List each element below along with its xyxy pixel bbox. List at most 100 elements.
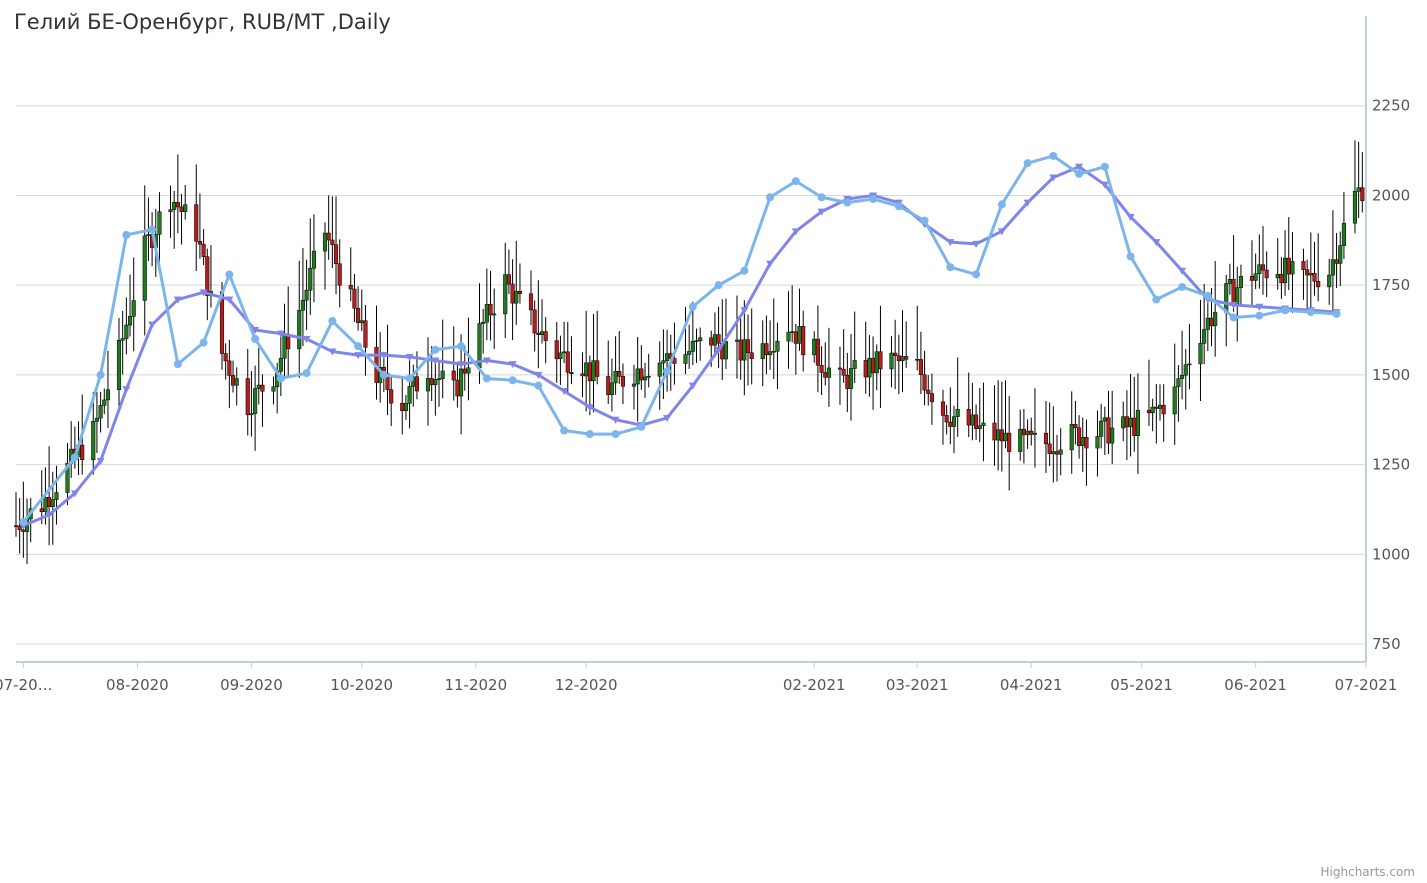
- candle-body: [771, 350, 776, 353]
- candle-body: [642, 376, 648, 381]
- candle-body: [536, 332, 541, 335]
- candle-body: [1338, 245, 1343, 264]
- candle-body: [709, 337, 714, 346]
- candle-body: [455, 379, 460, 397]
- candle-body: [631, 383, 637, 387]
- candle-body: [657, 362, 662, 377]
- ma-short-point: [663, 367, 672, 376]
- candle-body: [687, 351, 692, 355]
- candle-body: [922, 374, 927, 391]
- ma-short-point: [328, 317, 337, 326]
- candle-body: [977, 425, 982, 429]
- ma-short-point: [225, 270, 234, 279]
- candle-body: [966, 408, 971, 426]
- candle-body: [94, 417, 99, 422]
- candle-body: [742, 339, 747, 361]
- candle-body: [790, 331, 795, 333]
- candle-body: [1124, 416, 1129, 428]
- candle-body: [775, 340, 780, 352]
- candle-body: [793, 331, 798, 344]
- ma-long-line: [22, 165, 1337, 528]
- candle-body: [823, 372, 828, 378]
- candle-body: [845, 375, 850, 389]
- ma-long-point: [766, 260, 775, 268]
- ma-long-point: [1126, 213, 1135, 221]
- candle-body: [492, 313, 497, 316]
- candle-body: [311, 250, 317, 269]
- candle-body: [584, 362, 589, 377]
- candle-body: [414, 376, 420, 392]
- candle-body: [1128, 417, 1133, 428]
- candle-body: [481, 321, 486, 324]
- ma-long-point: [817, 208, 826, 216]
- ma-long-point: [508, 361, 517, 369]
- ma-long-point: [1075, 163, 1084, 171]
- candle-body: [1257, 264, 1262, 274]
- candle-body: [205, 256, 210, 296]
- candle-body: [815, 338, 820, 366]
- candle-body: [1099, 420, 1104, 437]
- candle-body: [904, 356, 909, 360]
- credits-link[interactable]: Highcharts.com: [1320, 865, 1415, 879]
- candle-body: [21, 529, 26, 532]
- ma-short-point: [148, 225, 157, 234]
- candle-body: [1051, 451, 1056, 454]
- ma-short-point: [1178, 282, 1187, 291]
- candle-body: [915, 359, 920, 361]
- ma-long-point: [585, 404, 594, 412]
- candle-body: [893, 352, 898, 356]
- y-tick-label: 2000: [1372, 186, 1410, 204]
- candle-body: [532, 309, 537, 334]
- candle-body: [591, 360, 596, 382]
- candle-body: [50, 499, 55, 508]
- chart-title: Гелий БЕ-Оренбург, RUB/MT ,Daily: [14, 10, 391, 34]
- candle-body: [168, 209, 173, 212]
- ma-short-point: [766, 193, 775, 202]
- candle-body: [330, 239, 335, 245]
- candle-body: [466, 367, 471, 374]
- ma-short-point: [1332, 309, 1341, 318]
- ma-short-point: [302, 369, 311, 378]
- ma-short-point: [997, 200, 1006, 209]
- candle-body: [322, 232, 328, 252]
- candle-body: [948, 421, 953, 427]
- ma-long-point: [1049, 174, 1058, 182]
- candle-body: [245, 378, 250, 416]
- ma-short-point: [637, 422, 646, 431]
- candle-body: [1176, 378, 1181, 388]
- candle-body: [841, 368, 846, 376]
- candle-body: [569, 372, 574, 375]
- candle-body: [1021, 428, 1026, 436]
- candle-body: [120, 338, 125, 341]
- candle-body: [900, 356, 905, 362]
- candle-body: [1290, 261, 1295, 275]
- candle-body: [17, 525, 22, 531]
- candle-body: [665, 353, 670, 361]
- candle-body: [1132, 417, 1137, 436]
- ma-short-point: [972, 270, 981, 279]
- candle-body: [543, 331, 548, 341]
- candle-body: [13, 525, 19, 527]
- ma-long-point: [997, 228, 1006, 236]
- candle-body: [760, 343, 765, 359]
- candle-body: [227, 360, 232, 376]
- candle-body: [837, 367, 843, 370]
- ma-long-point: [251, 327, 260, 335]
- ma-long-point: [663, 414, 672, 422]
- ma-long-point: [225, 296, 234, 304]
- candle-body: [1069, 424, 1074, 451]
- candle-body: [1077, 427, 1082, 446]
- candle-body: [124, 324, 129, 339]
- ma-long-point: [1229, 301, 1238, 309]
- x-tick-label: 02-2021: [783, 676, 846, 694]
- candle-body: [333, 244, 339, 264]
- candle-body: [1205, 317, 1210, 330]
- candle-body: [278, 357, 283, 372]
- candle-body: [974, 414, 979, 429]
- candle-body: [98, 405, 103, 419]
- ma-short-point: [688, 302, 697, 311]
- candle-body: [848, 368, 854, 389]
- candle-body: [871, 357, 876, 374]
- y-tick-label: 1250: [1372, 456, 1410, 474]
